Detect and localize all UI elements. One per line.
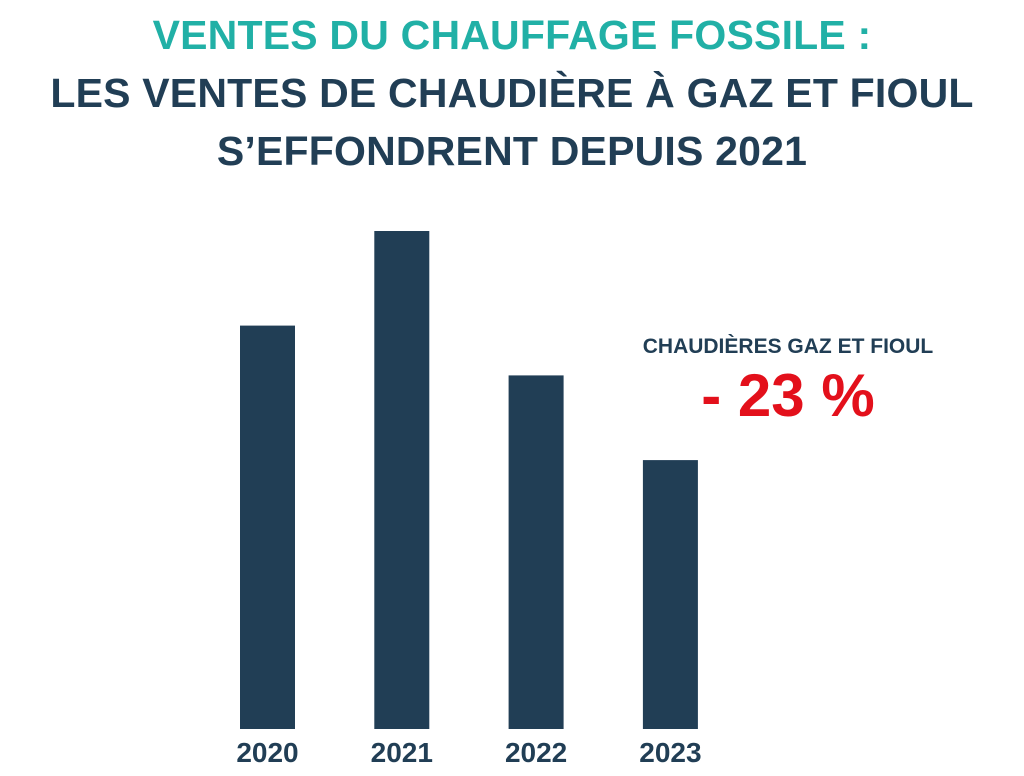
x-tick-label-2020: 2020	[236, 737, 298, 768]
chart-subtitle-line-2: S’EFFONDRENT DEPUIS 2021	[216, 128, 808, 174]
x-tick-label-2022: 2022	[505, 737, 567, 768]
bar-2022	[508, 375, 564, 729]
bar-2021	[374, 231, 430, 729]
bar-2023	[642, 460, 698, 729]
annotation-label: CHAUDIÈRES GAZ ET FIOUL	[642, 335, 934, 358]
x-tick-label-2023: 2023	[639, 737, 701, 768]
chart-title: VENTES DU CHAUFFAGE FOSSILE :	[152, 12, 872, 58]
decline-annotation: CHAUDIÈRES GAZ ET FIOUL - 23 %	[610, 330, 966, 428]
annotation-value: - 23 %	[701, 362, 875, 429]
bar-2020	[240, 325, 295, 729]
chart-subtitle-line-1: LES VENTES DE CHAUDIÈRE À GAZ ET FIOUL	[50, 70, 974, 116]
chart-header: VENTES DU CHAUFFAGE FOSSILE : LES VENTES…	[0, 6, 1024, 180]
x-tick-label-2021: 2021	[371, 737, 433, 768]
